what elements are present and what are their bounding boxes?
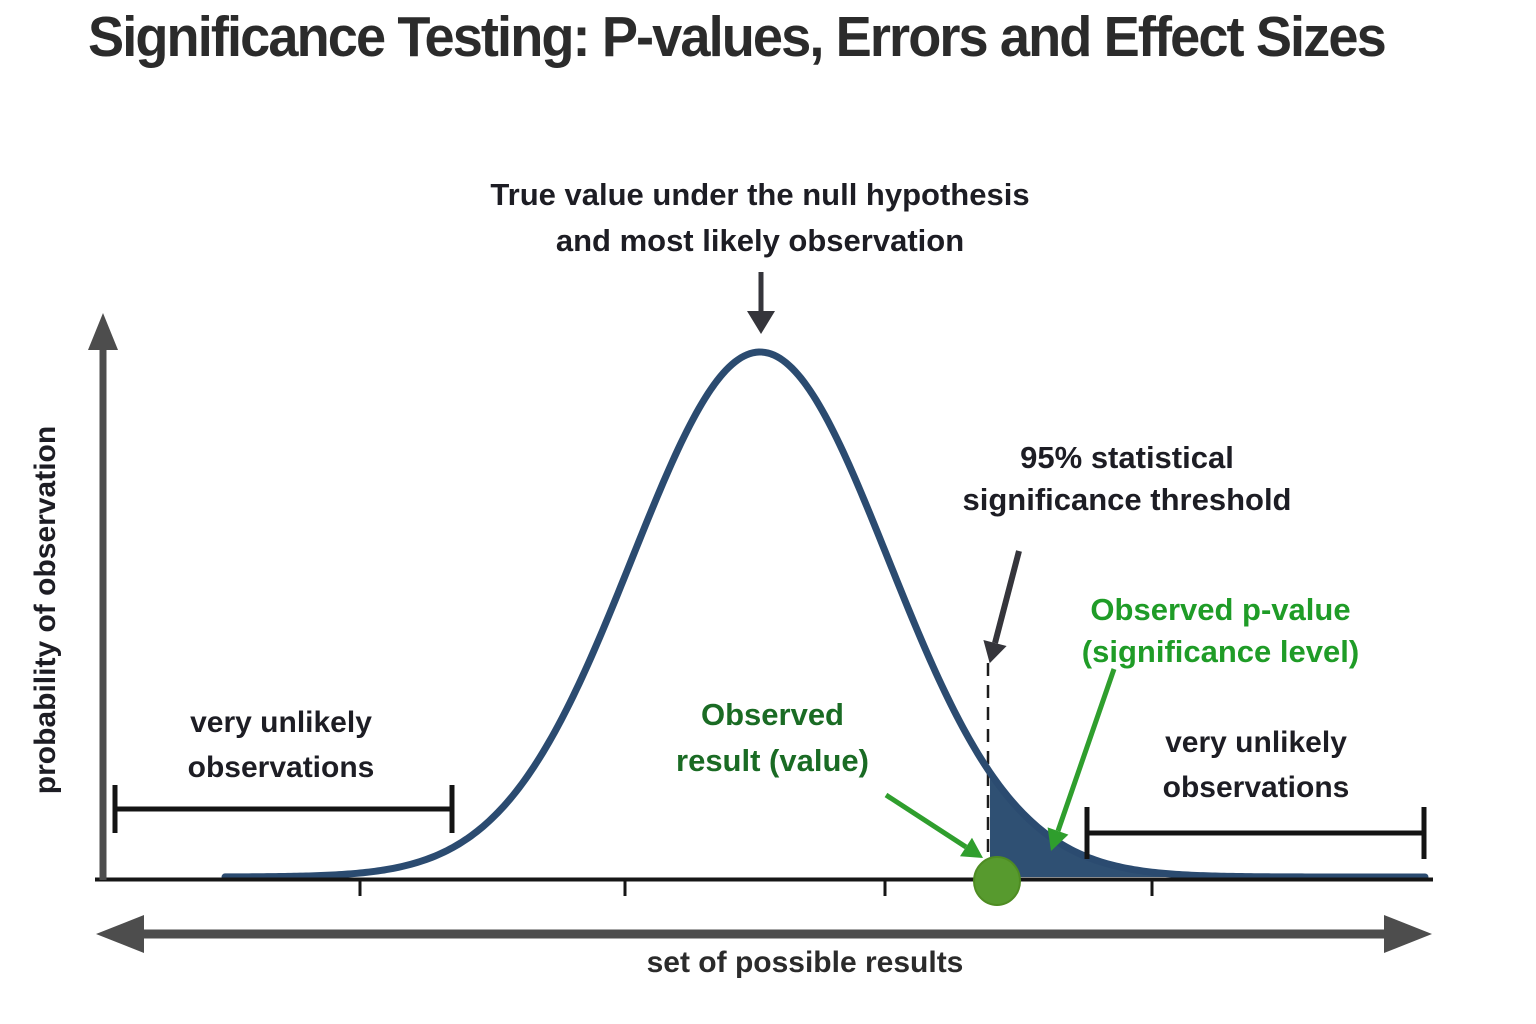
unlikely-bracket-right (1084, 807, 1427, 859)
threshold-arrow-shaft (992, 550, 1022, 644)
threshold-label: 95% statistical significance threshold (927, 437, 1327, 521)
y-axis-arrow (88, 313, 118, 880)
observed-result-arrow-shaft (884, 792, 968, 850)
p-value-arrowhead-icon (1047, 827, 1069, 851)
distribution-curve (221, 348, 1429, 881)
observed-result-label: Observed result (value) (620, 692, 925, 784)
true-value-label: True value under the null hypothesis and… (410, 172, 1110, 264)
observed-result-label-line1: Observed (700, 697, 844, 732)
double-arrow-right-head-icon (1384, 915, 1432, 953)
unlikely-left-line2: observations (187, 751, 375, 784)
y-axis-label: probability of observation (29, 425, 62, 795)
p-value-arrow-icon (1047, 668, 1117, 851)
threshold-arrow-icon (983, 550, 1022, 664)
unlikely-observations-right-label: very unlikely observations (1106, 720, 1406, 810)
p-value-label-line1: Observed p-value (1090, 592, 1351, 627)
observed-result-label-line2: result (value) (676, 743, 869, 778)
p-value-tail-area (990, 772, 1427, 877)
observed-result-dot (973, 856, 1021, 906)
unlikely-observations-left-label: very unlikely observations (131, 700, 431, 790)
unlikely-right-line2: observations (1162, 771, 1350, 804)
p-value-arrow-shaft (1055, 668, 1117, 832)
true-value-arrow-icon (747, 272, 775, 334)
observed-result-arrow-icon (884, 792, 983, 858)
possible-results-double-arrow-icon (96, 915, 1432, 953)
true-value-label-line2: and most likely observation (555, 223, 965, 258)
true-value-arrowhead-icon (747, 311, 775, 334)
double-arrow-left-head-icon (96, 915, 144, 953)
threshold-label-line1: 95% statistical (1020, 440, 1234, 475)
unlikely-right-line1: very unlikely (1165, 726, 1347, 759)
x-axis-ticks (358, 879, 1154, 896)
threshold-arrowhead-icon (983, 640, 1007, 664)
threshold-label-line2: significance threshold (962, 482, 1292, 517)
x-axis-label: set of possible results (646, 946, 964, 979)
true-value-label-line1: True value under the null hypothesis (490, 177, 1030, 212)
p-value-label-line2: (significance level) (1081, 634, 1360, 669)
p-value-label: Observed p-value (significance level) (1018, 589, 1423, 673)
unlikely-left-line1: very unlikely (190, 706, 372, 739)
y-axis-arrowhead-icon (88, 313, 118, 350)
figure-title: Significance Testing: P-values, Errors a… (88, 5, 1387, 69)
observed-result-arrowhead-icon (960, 837, 983, 858)
unlikely-bracket-left (112, 785, 455, 833)
